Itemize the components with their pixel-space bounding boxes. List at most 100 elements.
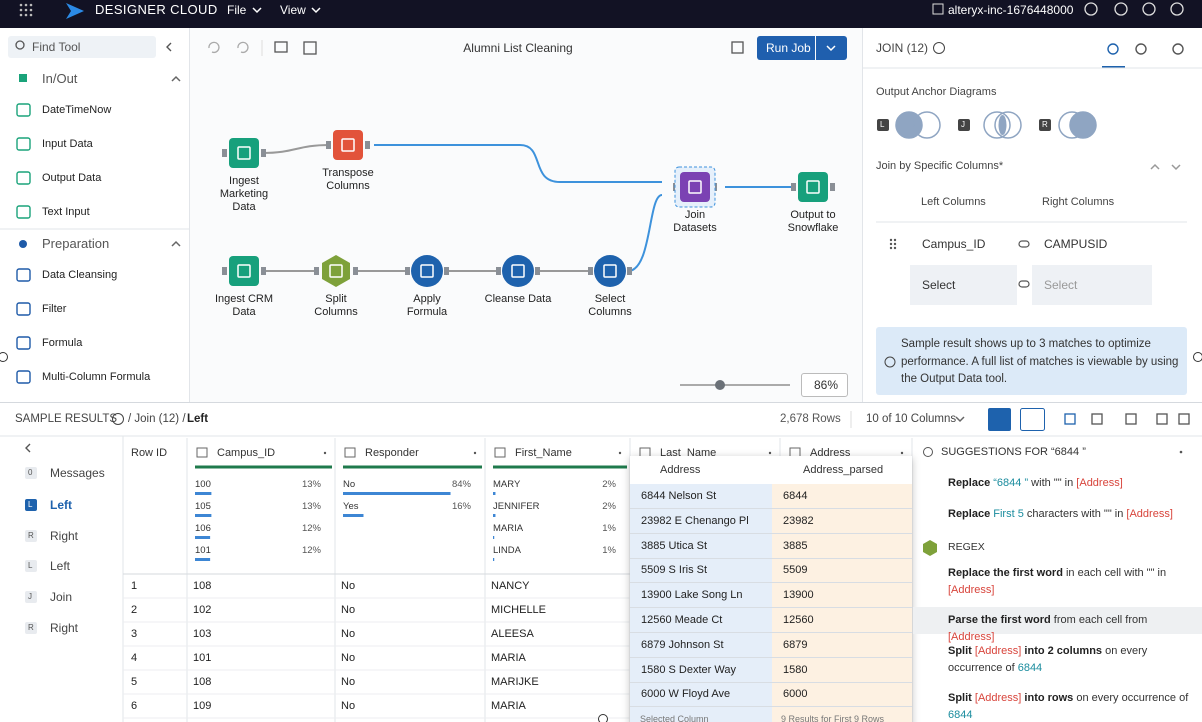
nav-badge [25, 530, 37, 542]
nav-item[interactable]: Right [50, 529, 79, 543]
popup-row-border [630, 706, 912, 708]
suggestion[interactable]: Parse the first word from each cell from… [948, 612, 1196, 646]
resize-handle [598, 714, 608, 722]
popup-cell: 13900 [783, 589, 814, 602]
node-label[interactable]: Cleanse Data [484, 293, 552, 305]
node-label[interactable]: Select Columns [588, 293, 632, 318]
suggestion[interactable]: Replace “6844 ” with "" in [Address] [948, 475, 1196, 492]
anchor-label: L [880, 120, 885, 129]
node-label[interactable]: Ingest CRM Data [214, 293, 274, 318]
select-right[interactable] [1032, 265, 1152, 305]
toolbar-icon [1156, 413, 1168, 425]
nav-item[interactable]: Left [50, 498, 72, 512]
tool-item[interactable]: Text Input [42, 206, 90, 218]
nav-item[interactable]: Right [50, 621, 79, 635]
results-heading: SAMPLE RESULTS [15, 413, 118, 425]
profile-percent: 1% [602, 545, 616, 556]
node-label[interactable]: Split Columns [314, 293, 358, 318]
suggestion[interactable]: Split [Address] into 2 columns on every … [948, 643, 1196, 677]
profile-value: 105 [195, 501, 211, 512]
column-header: Left Columns [921, 196, 986, 208]
popup-cell: 6844 [783, 490, 808, 502]
popup-cell: 1580 [783, 663, 808, 676]
cell: NANCY [491, 580, 530, 592]
node-label[interactable]: Transpose Columns [322, 167, 374, 192]
popup-footer: Selected Column [640, 714, 709, 722]
bulb-icon [923, 447, 933, 457]
parse-popup: Address Address_parsed 6844 Nelson St 6844 2… [630, 456, 912, 722]
cell: 102 [193, 604, 212, 616]
tool-item[interactable]: Input Data [42, 138, 93, 150]
toolbar-icon [1091, 413, 1103, 425]
cell: 1 [131, 580, 138, 592]
cell: 5 [131, 676, 138, 688]
breadcrumb: / Join (12) / [128, 413, 186, 425]
cell: MARIJKE [491, 676, 539, 688]
tool-item[interactable]: DateTimeNow [42, 104, 112, 116]
popup-cell: 13900 Lake Song Ln [641, 589, 743, 602]
node-label[interactable]: Ingest Marketing Data [219, 175, 269, 213]
column-header[interactable]: First_Name [515, 447, 572, 459]
row-count: 2,678 Rows [780, 413, 841, 425]
run-label[interactable]: Run Job [766, 41, 811, 55]
menu[interactable]: File [227, 3, 247, 17]
run-dropdown[interactable] [816, 36, 847, 60]
nav-item[interactable]: Messages [50, 466, 105, 480]
suggestion[interactable]: Replace the first word in each cell with… [948, 565, 1196, 599]
popup-cell: 6879 [783, 638, 808, 651]
popup-cell: 6000 [783, 688, 808, 701]
column-header[interactable]: Row ID [131, 447, 168, 459]
tool-item[interactable]: Formula [42, 337, 83, 349]
suggestion-part: 6844 [948, 709, 973, 721]
zoom-box[interactable] [801, 373, 848, 397]
account[interactable]: alteryx-inc-1676448000 [948, 3, 1074, 17]
column-count[interactable]: 10 of 10 Columns [866, 413, 957, 425]
tool-item[interactable]: Filter [42, 303, 67, 315]
nav-badge [25, 499, 37, 511]
tool-item[interactable]: Output Data [42, 172, 102, 184]
tool-item[interactable]: Multi-Column Formula [42, 371, 151, 383]
nav-item[interactable]: Left [50, 559, 71, 573]
popup-cell: 23982 E Chenango Pl [641, 514, 749, 527]
suggestion[interactable]: Replace First 5 characters with "" in [A… [948, 506, 1196, 523]
cell: 2 [131, 604, 138, 616]
group-name[interactable]: Preparation [42, 236, 110, 251]
column-header[interactable]: Responder [365, 447, 419, 459]
suggestion-part: [Address] [948, 584, 995, 596]
nav-badge [25, 560, 37, 572]
suggestion-part: [Address] [1126, 508, 1173, 520]
resize-handle [0, 352, 8, 362]
column-header[interactable]: Campus_ID [217, 447, 276, 459]
search-box[interactable] [8, 36, 156, 58]
profile-percent: 13% [301, 501, 321, 512]
cell: ALEESA [491, 628, 534, 640]
run-button[interactable] [757, 36, 815, 60]
anchor-label: R [1042, 120, 1048, 129]
suggestion[interactable]: Split [Address] into rows on every occur… [948, 690, 1196, 722]
node-label[interactable]: Apply Formula [406, 293, 448, 318]
profile-value: JENNIFER [493, 501, 540, 512]
profile-percent: 16% [451, 501, 471, 512]
cell: No [341, 676, 356, 688]
nav-item[interactable]: Join [50, 590, 73, 604]
cell: MARIA [491, 652, 526, 664]
suggestion-part: Replace the first word [948, 567, 1063, 579]
section-heading: REGEX [948, 541, 985, 553]
suggestion-part: Replace [948, 508, 991, 520]
suggest-button [1020, 408, 1045, 431]
node-label[interactable]: Output to Snowflake [787, 209, 839, 234]
group-name[interactable]: In/Out [42, 71, 78, 86]
col-menu [618, 451, 622, 455]
nav-badge-label: 0 [28, 468, 33, 477]
node-label[interactable]: Join Datasets [673, 209, 717, 234]
results-panel: SAMPLE RESULTS / Join (12) / Left 2,678 Row… [0, 402, 1202, 722]
tool-item[interactable]: Data Cleansing [42, 269, 118, 281]
profile-percent: 12% [301, 545, 321, 556]
profile-percent: 84% [451, 479, 471, 490]
menu[interactable]: View [280, 3, 306, 17]
toolbar-icon [1125, 413, 1137, 425]
cell: No [341, 628, 356, 640]
top-bar [0, 0, 1202, 28]
profile-percent: 13% [301, 479, 321, 490]
select-left[interactable] [910, 265, 1017, 305]
